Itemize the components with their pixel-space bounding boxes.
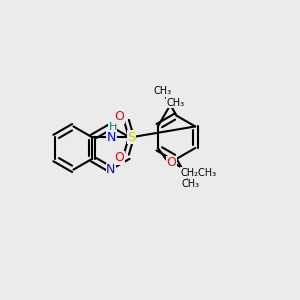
Text: H: H (109, 122, 117, 132)
Text: O: O (115, 152, 124, 164)
Text: N: N (107, 131, 116, 144)
Text: CH₃: CH₃ (154, 86, 172, 96)
Text: N: N (106, 163, 116, 176)
Text: CH₃: CH₃ (181, 179, 200, 189)
Text: O: O (115, 110, 124, 123)
Text: O: O (167, 156, 176, 169)
Text: S: S (127, 131, 136, 144)
Text: CH₃: CH₃ (167, 98, 184, 108)
Text: CH₂CH₃: CH₂CH₃ (180, 168, 216, 178)
